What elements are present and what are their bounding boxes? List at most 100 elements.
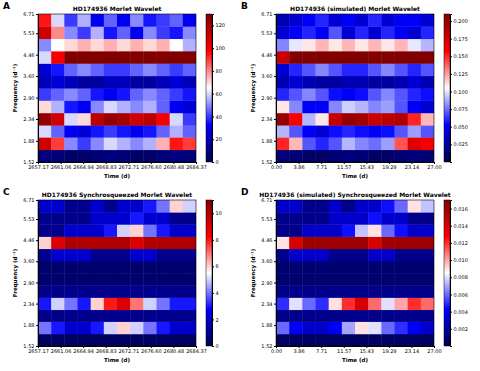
- heat-cell: [104, 137, 118, 150]
- x-axis-tick: 2680.48: [164, 162, 185, 170]
- heat-cell: [342, 236, 356, 249]
- heat-cell: [316, 249, 330, 262]
- y-axis-tick: 6.71: [261, 197, 276, 203]
- tick-label: 2672.71: [118, 164, 139, 170]
- heat-cell: [157, 249, 171, 262]
- heat-cell: [289, 125, 303, 137]
- heat-cell: [329, 212, 343, 225]
- heat-cell: [342, 88, 356, 101]
- tick-mark: [274, 76, 276, 77]
- heat-cell: [302, 51, 316, 64]
- heat-cell: [408, 76, 422, 89]
- heat-cell: [64, 14, 78, 27]
- heat-cell: [316, 88, 330, 101]
- heat-cell: [381, 51, 395, 64]
- heat-cell: [157, 51, 171, 64]
- x-axis-tick: 2672.71: [118, 346, 139, 354]
- x-axis-tick: 11.57: [337, 346, 351, 354]
- heat-cell: [342, 200, 356, 213]
- heat-cell: [395, 76, 409, 89]
- tick-label: 10: [216, 210, 222, 216]
- tick-mark: [450, 56, 452, 57]
- x-axis-tick: 11.57: [337, 162, 351, 170]
- heat-cell: [78, 310, 92, 322]
- tick-label: 20: [216, 136, 222, 142]
- heat-cell: [342, 150, 356, 162]
- heat-cell: [64, 212, 78, 225]
- heat-cell: [78, 212, 92, 225]
- tick-mark: [450, 21, 452, 22]
- heat-cell: [130, 297, 144, 310]
- y-axis-title: Frequency (d⁻¹): [250, 63, 257, 112]
- colorbar-axis-tick: 20: [212, 136, 222, 142]
- colorbar: [206, 200, 212, 346]
- heat-cell: [183, 100, 196, 113]
- heat-cell: [91, 249, 105, 262]
- heat-cell: [408, 100, 422, 113]
- heat-cell: [117, 137, 131, 150]
- x-axis-tick: 2684.37: [186, 162, 207, 170]
- heat-cell: [104, 63, 118, 76]
- heat-cell: [91, 273, 105, 286]
- colorbar-axis: 0246810: [212, 201, 222, 350]
- heat-cell: [104, 236, 118, 249]
- heat-cell: [395, 51, 409, 64]
- heat-cell: [170, 249, 184, 262]
- heat-cell: [381, 150, 395, 162]
- heat-cell: [51, 200, 65, 213]
- heat-cell: [342, 285, 356, 298]
- heat-cell: [421, 39, 434, 52]
- y-axis-tick: 4.46: [23, 52, 38, 58]
- heat-cell: [276, 236, 290, 249]
- heat-cell: [408, 113, 422, 126]
- heat-cell: [342, 322, 356, 335]
- heat-cell: [342, 125, 356, 137]
- y-axis-tick: 5.53: [261, 216, 276, 222]
- y-axis-tick: 3.60: [261, 258, 276, 264]
- heat-cell: [64, 261, 78, 274]
- y-axis: 1.521.882.342.903.604.465.536.71: [261, 197, 276, 349]
- heat-cell: [355, 137, 369, 150]
- tick-label: 1.88: [261, 138, 272, 144]
- y-axis-tick: 5.53: [261, 30, 276, 36]
- x-axis-tick: 2668.83: [96, 346, 117, 354]
- heat-cell: [302, 249, 316, 262]
- heat-cell: [157, 334, 171, 346]
- panel: 2657.172661.062664.942668.832672.712676.…: [3, 1, 225, 179]
- tick-label: 2: [216, 317, 219, 323]
- x-axis-tick: 2680.48: [164, 346, 185, 354]
- heat-cell: [381, 322, 395, 335]
- colorbar-axis-tick: 0.050: [450, 124, 468, 130]
- heat-cell: [302, 322, 316, 335]
- tick-label: 5.53: [23, 216, 34, 222]
- heat-cell: [91, 137, 105, 150]
- heat-cell: [64, 88, 78, 101]
- heat-cell: [381, 113, 395, 126]
- heat-cell: [78, 297, 92, 310]
- heat-cell: [170, 273, 184, 286]
- heat-cell: [91, 39, 105, 52]
- heat-cell: [329, 285, 343, 298]
- heat-cell: [342, 137, 356, 150]
- heat-cell: [289, 334, 303, 346]
- heat-cell: [289, 285, 303, 298]
- tick-label: 0.00: [271, 348, 282, 354]
- heatmap-cells: [38, 14, 196, 162]
- tick-mark: [274, 240, 276, 241]
- heat-cell: [355, 322, 369, 335]
- heat-cell: [408, 212, 422, 225]
- heat-cell: [342, 100, 356, 113]
- y-axis-line: [274, 201, 277, 347]
- tick-label: 2668.83: [96, 348, 117, 354]
- heat-cell: [117, 150, 131, 162]
- heat-cell: [408, 236, 422, 249]
- heat-cell: [381, 26, 395, 39]
- heat-cell: [183, 63, 196, 76]
- heat-cell: [368, 236, 382, 249]
- tick-label: 0.100: [454, 89, 468, 95]
- y-axis-tick: 2.90: [261, 280, 276, 286]
- colorbar-axis-tick: 4: [212, 290, 219, 296]
- x-axis-tick: 2661.06: [51, 346, 72, 354]
- heat-cell: [183, 88, 196, 101]
- colorbar-axis-line: [451, 15, 453, 163]
